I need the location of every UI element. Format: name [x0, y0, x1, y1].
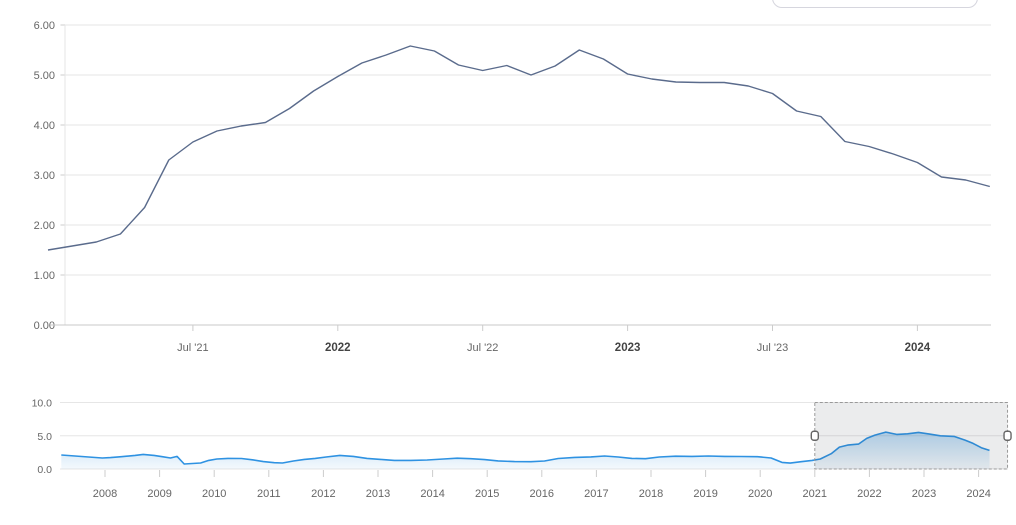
y-axis-label: 0.00: [34, 320, 55, 332]
nav-x-axis-label: 2018: [639, 488, 663, 500]
x-axis-label: Jul '23: [757, 342, 788, 354]
y-axis-label: 1.00: [34, 270, 55, 282]
nav-x-axis-label: 2019: [693, 488, 717, 500]
nav-x-axis-label: 2016: [530, 488, 554, 500]
navigator-line: [61, 431, 990, 465]
nav-x-axis-label: 2014: [420, 488, 444, 500]
nav-x-axis-label: 2009: [147, 488, 171, 500]
y-axis-label: 6.00: [34, 20, 55, 32]
x-axis-label: Jul '22: [467, 342, 498, 354]
nav-x-axis-label: 2008: [93, 488, 117, 500]
nav-x-axis-label: 2011: [257, 488, 281, 500]
nav-x-axis-label: 2012: [311, 488, 335, 500]
x-axis-label: 2023: [615, 342, 641, 354]
nav-x-axis-label: 2010: [202, 488, 226, 500]
x-axis-label: 2024: [905, 342, 931, 354]
main-series-line: [47, 45, 990, 251]
nav-x-axis-label: 2021: [803, 488, 827, 500]
nav-x-axis-label: 2013: [366, 488, 390, 500]
nav-x-axis-label: 2023: [912, 488, 936, 500]
navigator-area: [61, 432, 990, 469]
nav-y-axis-label: 5.0: [37, 431, 52, 443]
y-axis-label: 2.00: [34, 220, 55, 232]
plot-area[interactable]: [60, 25, 991, 325]
navigator-handle-right[interactable]: [1003, 430, 1012, 441]
nav-y-axis-label: 10.0: [32, 398, 53, 410]
nav-x-axis-label: 2024: [966, 488, 990, 500]
nav-y-axis-label: 0.0: [37, 464, 52, 476]
nav-x-axis-label: 2020: [748, 488, 772, 500]
nav-x-axis-label: 2017: [584, 488, 608, 500]
navigator-selected-range[interactable]: [814, 402, 1009, 470]
main-chart: 6.00 5.00 4.00 3.00 2.00 1.00 0.00 Jul '21 2022 J…: [34, 20, 991, 354]
nav-x-axis-label: 2022: [857, 488, 881, 500]
y-axis-label: 3.00: [34, 170, 55, 182]
x-axis-label: 2022: [325, 342, 351, 354]
x-axis-label: Jul '21: [177, 342, 208, 354]
y-axis-label: 4.00: [34, 120, 55, 132]
navigator-chart: 10.0 5.0 0.0 2008 2009 2010 2011 2012 2013 2014 20…: [32, 398, 1012, 500]
navigator-handle-left[interactable]: [810, 430, 819, 441]
y-axis-label: 5.00: [34, 70, 55, 82]
nav-x-axis-label: 2015: [475, 488, 499, 500]
